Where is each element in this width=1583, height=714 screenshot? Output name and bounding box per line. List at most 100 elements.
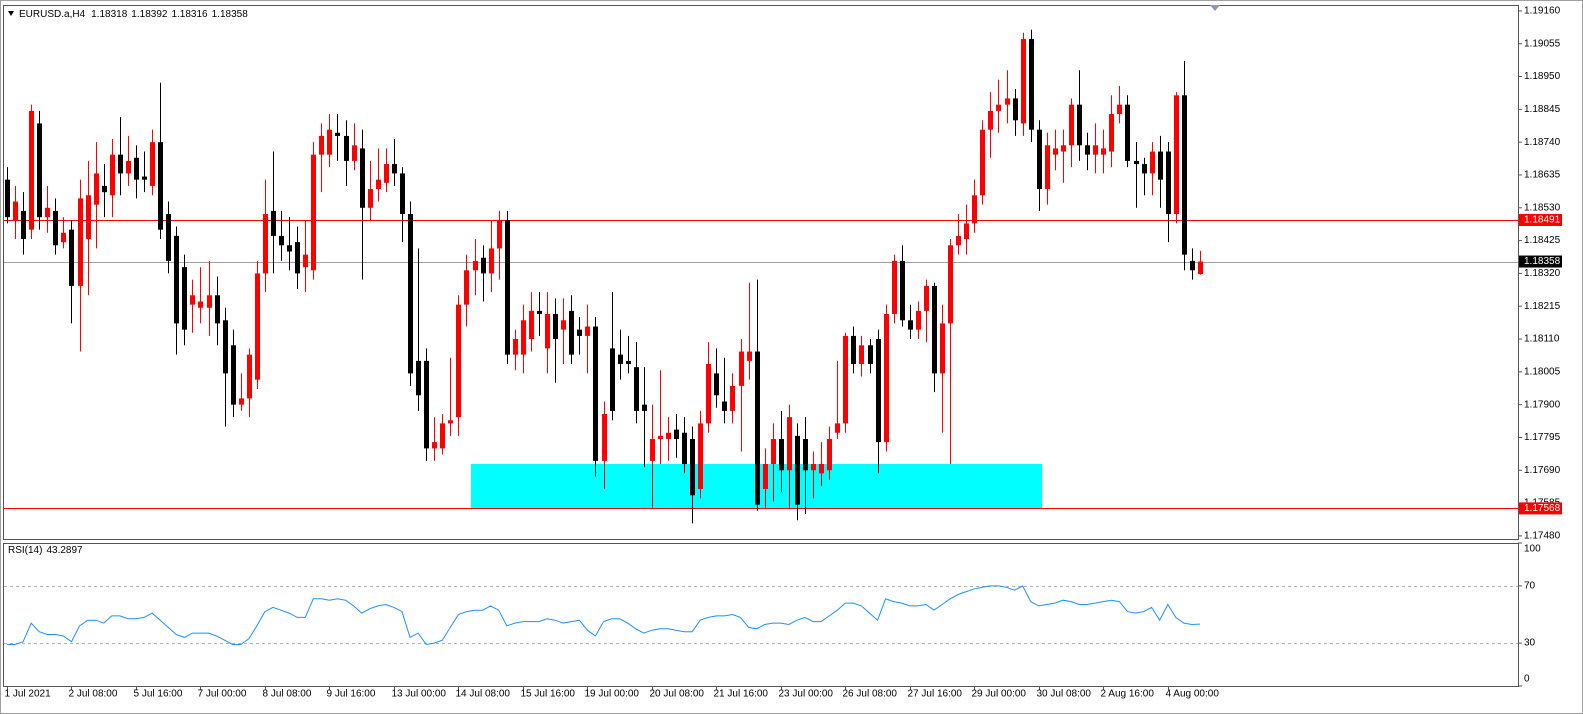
candle-body [610,348,615,411]
candle-body [714,373,719,396]
candle-body [1166,151,1171,215]
candle-body [980,129,985,196]
candle-body [859,345,864,365]
candle-body [287,245,292,252]
x-tick-label: 2 Jul 08:00 [69,689,118,700]
candle-body [674,429,679,440]
symbol: EURUSD.a,H4 [19,9,86,20]
candle-body [618,354,623,365]
candle-body [86,195,91,240]
candle-body [432,442,437,449]
candle-body [118,154,123,174]
candle-body [755,351,760,505]
y-tick-label: 1.18530 [1524,202,1561,213]
x-tick-label: 26 Jul 08:00 [843,689,898,700]
candle-body [779,439,784,471]
candle-body [416,360,421,396]
x-tick-label: 9 Jul 16:00 [327,689,376,700]
candle-body [497,220,502,249]
candle-body [1061,145,1066,152]
candle-body [940,323,945,374]
symbol-menu-arrow[interactable] [8,11,14,16]
candle-body [489,248,494,274]
candle-body [577,329,582,336]
x-tick-label: 20 Jul 08:00 [650,689,705,700]
x-tick-label: 15 Jul 16:00 [521,689,576,700]
rsi-name: RSI(14) [8,545,42,556]
x-tick-label: 2 Aug 16:00 [1101,689,1155,700]
candle-body [37,123,42,218]
candle-body [448,420,453,424]
candle-body [585,326,590,336]
candle-body [384,164,389,183]
candle-body [787,417,792,471]
y-tick-label: 1.18635 [1524,170,1561,181]
candle-body [335,132,340,136]
candle-body [1053,148,1058,155]
candle-body [658,435,663,440]
candle-body [602,414,607,461]
candle-body [53,210,58,246]
candle-body [78,198,83,286]
candle-body [529,310,534,340]
candle-body [392,164,397,174]
candle-body [537,310,542,315]
candle-body [900,260,905,321]
candle-body [134,157,139,180]
y-tick-label: 30 [1524,638,1536,649]
candle-body [682,432,687,465]
y-tick-label: 1.19160 [1524,6,1561,17]
candle-body [102,185,107,193]
y-tick-label: 1.17900 [1524,399,1561,410]
y-tick-label: 1.18215 [1524,301,1561,312]
candle-body [521,320,526,355]
candle-body [215,295,220,324]
candle-body [94,173,99,205]
candle-body [569,310,574,355]
symbol-info: EURUSD.a,H4 1.18318 1.18392 1.18316 1.18358 [19,9,248,20]
candle-body [198,301,203,308]
candle-body [1069,104,1074,146]
candle-body [190,295,195,305]
x-tick-label: 4 Aug 00:00 [1166,689,1220,700]
candle-body [1125,104,1130,161]
candle-body [247,354,252,399]
candle-body [996,104,1001,111]
candle-body [61,232,66,243]
candle-body [1182,95,1187,255]
candle-body [360,148,365,208]
candle-body [239,398,244,405]
candle-body [561,320,566,330]
y-tick-label: 1.17795 [1524,432,1561,443]
y-tick-label: 70 [1524,581,1536,592]
candle-body [690,439,695,496]
candle-body [255,273,260,380]
candle-body [843,335,848,424]
candle-body [473,260,478,271]
last-low: 1.18316 [171,9,208,20]
candle-body [884,314,889,443]
y-tick-label: 1.18005 [1524,366,1561,377]
candle-body [456,304,461,418]
x-tick-label: 19 Jul 00:00 [585,689,640,700]
candle-body [747,351,752,361]
candle-body [13,201,18,221]
candle-body [956,235,961,246]
candle-body [827,439,832,471]
y-tick-label: 1.19055 [1524,38,1561,49]
price-label: 1.17568 [1524,503,1561,514]
candle-body [924,285,929,311]
candle-body [271,210,276,236]
candle-body [400,173,405,215]
candle-body [1093,145,1098,155]
candle-body [1037,129,1042,190]
candle-body [835,423,840,433]
candle-body [948,245,953,324]
candle-body [303,254,308,268]
candle-body [1134,160,1139,165]
last-open: 1.18318 [91,9,128,20]
candle-body [771,439,776,465]
y-tick-label: 1.17690 [1524,465,1561,476]
candle-body [1142,164,1147,174]
